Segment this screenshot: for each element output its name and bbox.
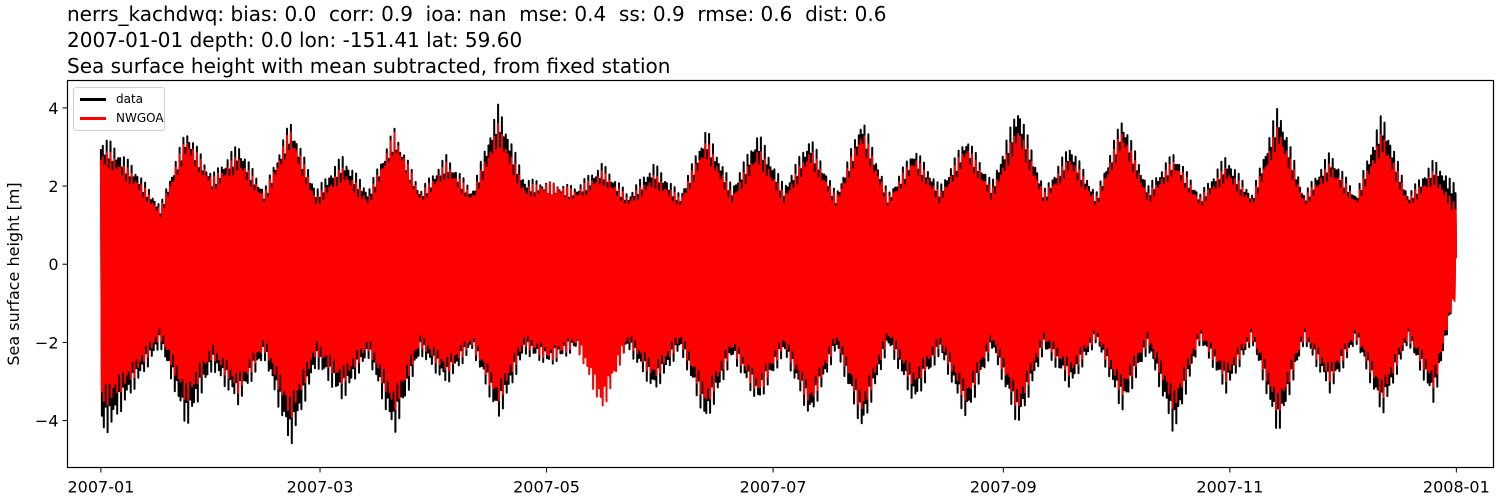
x-tick-label: 2007-05 [513,478,580,497]
legend-swatch-nwgoa [80,116,106,120]
x-axis: 2007-01 2007-03 2007-05 2007-07 2007-09 2007-… [67,467,1490,497]
x-tick-label: 2007-11 [1196,478,1263,497]
y-tick-label: 0 [48,255,58,274]
y-axis-label: Sea surface height [m] [4,182,23,365]
chart-title-stats: nerrs_kachdwq: bias: 0.0 corr: 0.9 ioa: … [67,2,887,26]
legend-item-nwgoa: NWGOA [80,110,164,126]
x-tick-label: 2007-01 [67,478,134,497]
x-tick-label: 2007-03 [287,478,354,497]
legend: data NWGOA [73,87,165,131]
y-tick-label: −2 [35,333,59,352]
legend-label-data: data [116,92,144,106]
y-tick-label: 2 [48,177,58,196]
legend-swatch-data [80,97,106,101]
y-axis: −4 −2 0 2 4 [35,99,68,431]
y-tick-label: −4 [35,412,59,431]
x-tick-label: 2007-09 [970,478,1037,497]
chart-title-description: Sea surface height with mean subtracted,… [67,54,671,78]
x-tick-label: 2007-07 [740,478,807,497]
y-tick-label: 4 [48,99,58,118]
legend-item-data: data [80,91,143,107]
chart-title-station: 2007-01-01 depth: 0.0 lon: -151.41 lat: … [67,28,523,52]
legend-label-nwgoa: NWGOA [116,111,164,125]
axes-frame [66,79,1495,469]
x-tick-label: 2008-01 [1423,478,1490,497]
series-layer [99,103,1457,445]
nwgoa-series-line [99,123,1457,418]
